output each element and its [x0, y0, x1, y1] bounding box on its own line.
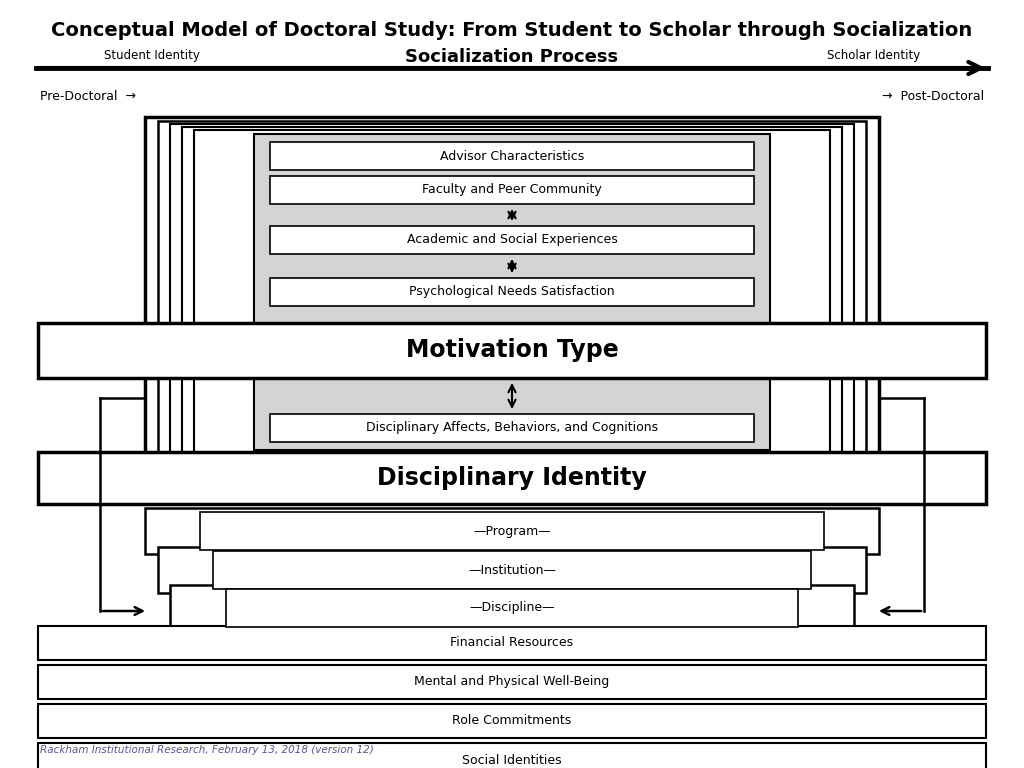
Bar: [270, 176, 754, 204]
Text: →  Post-Doctoral: → Post-Doctoral: [882, 90, 984, 102]
Bar: [38, 665, 986, 699]
Bar: [270, 226, 754, 254]
Bar: [145, 117, 879, 375]
Bar: [170, 124, 854, 362]
Text: Disciplinary Affects, Behaviors, and Cognitions: Disciplinary Affects, Behaviors, and Cog…: [366, 422, 658, 435]
Text: Academic and Social Experiences: Academic and Social Experiences: [407, 233, 617, 247]
Text: Psychological Needs Satisfaction: Psychological Needs Satisfaction: [410, 286, 614, 299]
Bar: [170, 585, 854, 631]
Bar: [158, 547, 866, 593]
Text: Student Identity: Student Identity: [104, 48, 200, 61]
Text: —Discipline—: —Discipline—: [469, 601, 555, 614]
Bar: [182, 127, 842, 356]
Text: Motivation Type: Motivation Type: [406, 339, 618, 362]
Bar: [226, 589, 798, 627]
Text: Scholar Identity: Scholar Identity: [826, 48, 920, 61]
Text: Rackham Institutional Research, February 13, 2018 (version 12): Rackham Institutional Research, February…: [40, 745, 374, 755]
Bar: [270, 414, 754, 442]
Text: Financial Resources: Financial Resources: [451, 637, 573, 650]
Text: Mental and Physical Well-Being: Mental and Physical Well-Being: [415, 676, 609, 688]
Bar: [38, 743, 986, 768]
Bar: [194, 130, 830, 350]
Bar: [213, 551, 811, 589]
Text: Pre-Doctoral  →: Pre-Doctoral →: [40, 90, 136, 102]
Text: Disciplinary Identity: Disciplinary Identity: [377, 466, 647, 490]
Text: —Institution—: —Institution—: [468, 564, 556, 577]
Bar: [254, 134, 770, 344]
Bar: [270, 278, 754, 306]
Text: Social Identities: Social Identities: [462, 753, 562, 766]
Text: Role Commitments: Role Commitments: [453, 714, 571, 727]
Bar: [38, 323, 986, 378]
Text: Faculty and Peer Community: Faculty and Peer Community: [422, 184, 602, 197]
Bar: [254, 378, 770, 450]
Text: Socialization Process: Socialization Process: [406, 48, 618, 66]
Bar: [38, 704, 986, 738]
Text: —Program—: —Program—: [473, 525, 551, 538]
Bar: [270, 142, 754, 170]
Bar: [145, 508, 879, 554]
Bar: [158, 121, 866, 368]
Text: Conceptual Model of Doctoral Study: From Student to Scholar through Socializatio: Conceptual Model of Doctoral Study: From…: [51, 21, 973, 39]
Bar: [38, 626, 986, 660]
Bar: [200, 512, 824, 550]
Bar: [38, 452, 986, 504]
Text: Advisor Characteristics: Advisor Characteristics: [440, 150, 584, 163]
